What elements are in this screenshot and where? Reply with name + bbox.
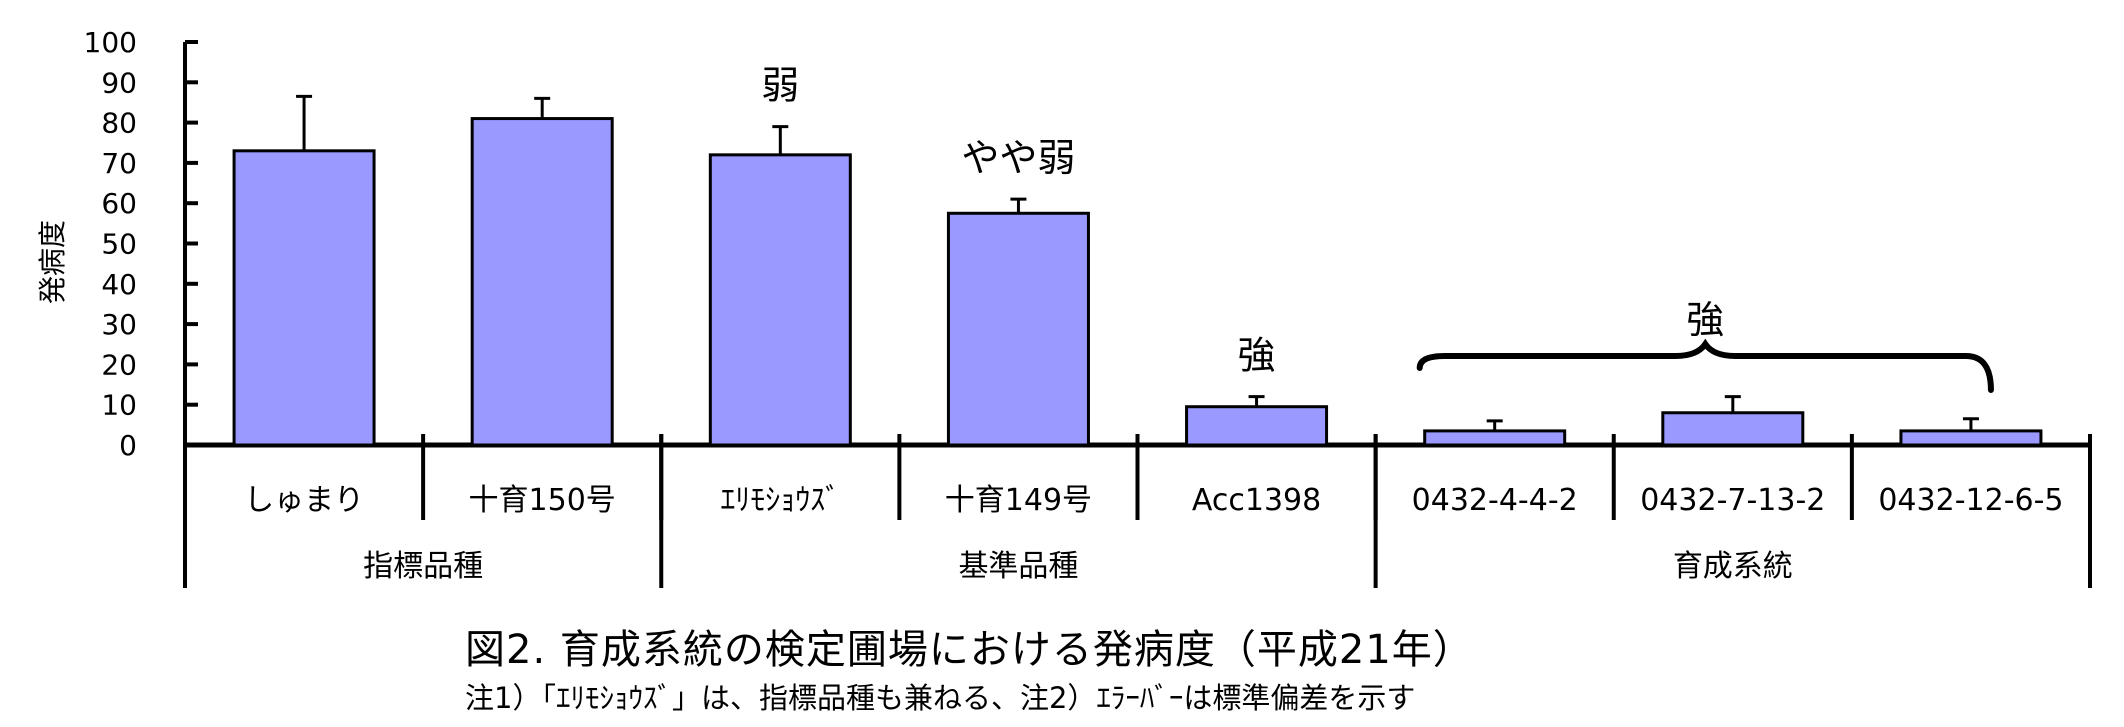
group-label: 基準品種: [958, 549, 1078, 584]
annotation-label: 強: [1686, 298, 1724, 342]
annotation-label: やや弱: [961, 136, 1075, 180]
bar: [232, 149, 376, 447]
category-label: しゅまり: [244, 483, 364, 518]
figure-caption-note: 注1）「ｴﾘﾓｼｮｳｽﾞ」は、指標品種も兼ねる、注2）ｴﾗｰﾊﾞｰは標準偏差を示…: [465, 681, 1416, 715]
category-label: 0432-4-4-2: [1412, 483, 1578, 518]
y-tick-label: 50: [101, 228, 137, 261]
bar: [1423, 429, 1567, 447]
annotation-label: 強: [1238, 334, 1276, 378]
y-tick-label: 90: [101, 66, 137, 99]
category-label: ｴﾘﾓｼｮｳｽﾞ: [720, 483, 840, 518]
bars: [232, 117, 2043, 447]
category-label: 0432-12-6-5: [1878, 483, 2063, 518]
category-label: 十育150号: [469, 483, 616, 518]
y-tick-label: 40: [101, 268, 137, 301]
category-label: 十育149号: [945, 483, 1092, 518]
bar: [1661, 411, 1805, 447]
bar-chart: 0 10 20 30 40 50 60 70 80 90 100 しゅまり 十育150号 ｴﾘﾓｼｮｳｽ…: [36, 26, 2092, 588]
category-table: しゅまり 十育150号 ｴﾘﾓｼｮｳｽﾞ 十育149号 Acc1398 0432-4-4-…: [183, 434, 2092, 588]
figure-caption-title: 図2. 育成系統の検定圃場における発病度（平成21年）: [465, 627, 1474, 673]
group-brace: [1416, 338, 1994, 393]
category-label: 0432-7-13-2: [1640, 483, 1825, 518]
y-tick-label: 70: [101, 147, 137, 180]
y-axis-label: 発病度: [36, 220, 69, 304]
y-tick-label: 100: [84, 26, 137, 59]
category-label: Acc1398: [1192, 483, 1321, 518]
y-tick-label: 80: [101, 107, 137, 140]
y-tick-label: 10: [101, 389, 137, 422]
group-label: 指標品種: [363, 549, 483, 584]
bar: [708, 153, 852, 447]
bar: [946, 211, 1090, 447]
bar: [1185, 405, 1329, 447]
group-label: 育成系統: [1673, 549, 1793, 584]
y-tick-label: 60: [101, 187, 137, 220]
bar: [470, 117, 614, 447]
annotation-label: 弱: [761, 64, 799, 108]
y-tick-label: 0: [119, 429, 137, 462]
error-bars: [296, 94, 1979, 431]
y-tick-label: 20: [101, 348, 137, 381]
y-tick-label: 30: [101, 308, 137, 341]
bar: [1899, 429, 2043, 447]
